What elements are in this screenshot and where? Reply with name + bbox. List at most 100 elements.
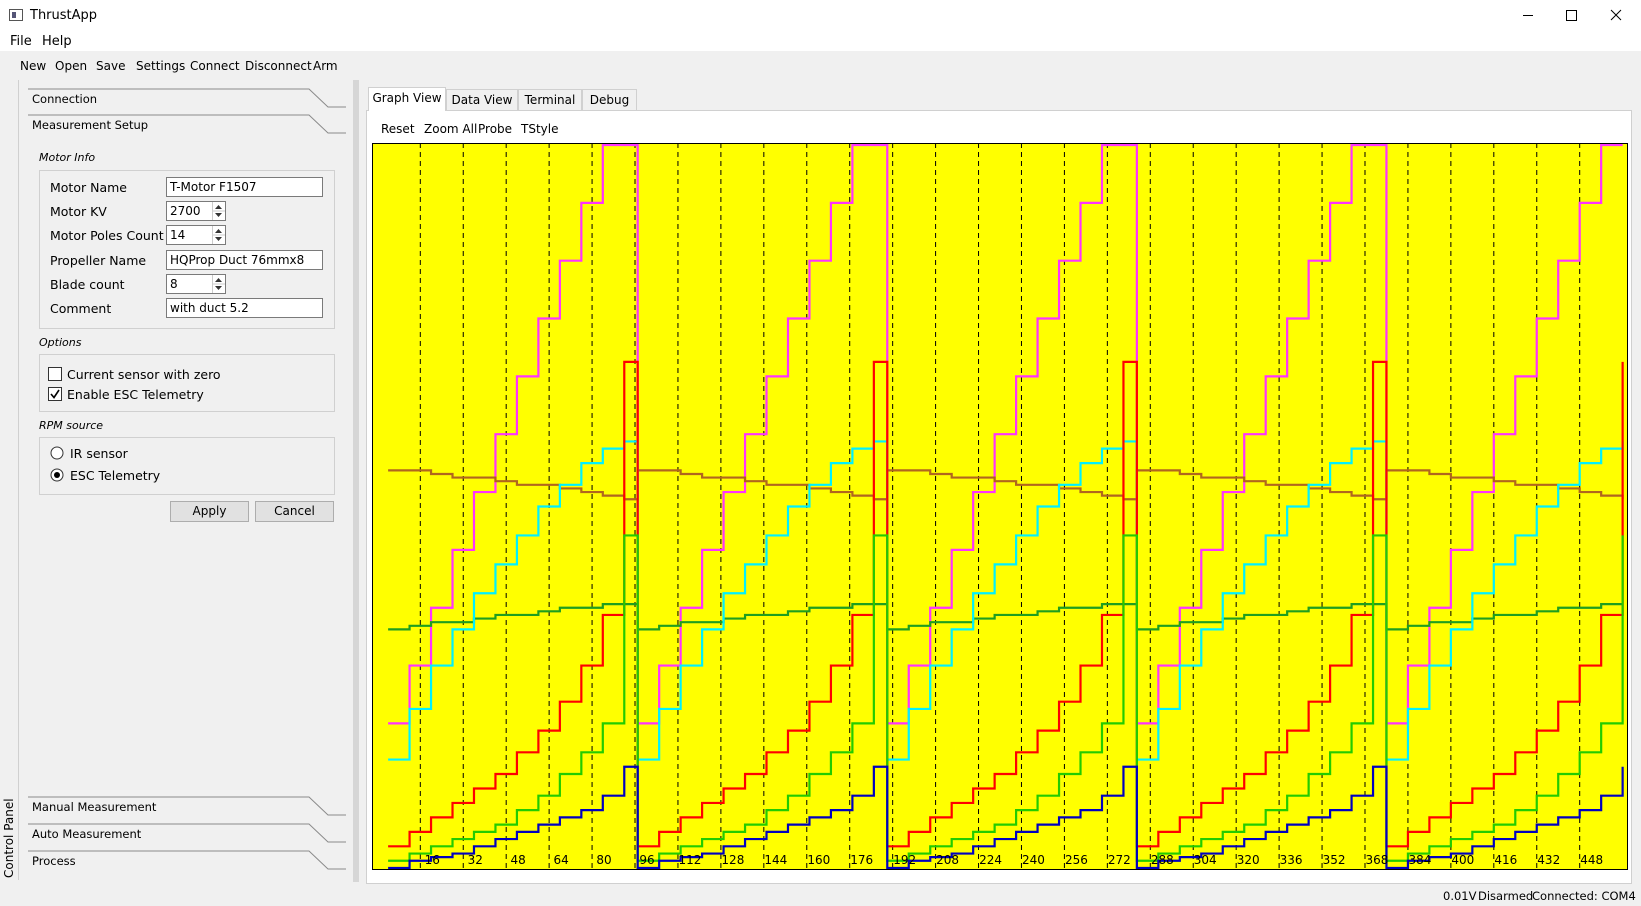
series-line bbox=[388, 534, 1624, 862]
x-tick-label: 256 bbox=[1065, 853, 1088, 867]
x-tick-label: 240 bbox=[1022, 853, 1045, 867]
plot-background bbox=[372, 143, 1628, 870]
menu-item[interactable]: Help bbox=[42, 34, 72, 49]
status-bar bbox=[0, 884, 1641, 906]
field-label: Comment bbox=[50, 301, 112, 316]
section-divider bbox=[28, 114, 346, 134]
checkbox bbox=[48, 387, 62, 401]
toolbar-button[interactable]: Save bbox=[96, 59, 126, 73]
checkbox-label[interactable]: Current sensor with zero bbox=[67, 367, 221, 382]
series-line bbox=[388, 360, 1624, 848]
field-label: Motor KV bbox=[50, 204, 107, 219]
window-controls bbox=[1523, 9, 1622, 21]
spin-box[interactable]: 2700 bbox=[166, 201, 226, 221]
x-tick-label: 432 bbox=[1537, 853, 1560, 867]
button[interactable]: Apply bbox=[170, 501, 249, 522]
x-tick-label: 16 bbox=[425, 853, 440, 867]
checkbox bbox=[48, 367, 62, 381]
group-box bbox=[39, 170, 335, 329]
toolbar-button[interactable]: Disconnect bbox=[245, 59, 312, 73]
x-tick-label: 336 bbox=[1280, 853, 1303, 867]
text-input[interactable]: with duct 5.2 bbox=[166, 298, 323, 318]
x-tick-label: 352 bbox=[1323, 853, 1346, 867]
button[interactable]: Cancel bbox=[255, 501, 334, 522]
close-button[interactable] bbox=[1610, 9, 1622, 21]
toolbar-button[interactable]: Open bbox=[55, 59, 88, 73]
section-header[interactable]: Manual Measurement bbox=[32, 800, 157, 814]
x-tick-label: 272 bbox=[1108, 853, 1131, 867]
title-bar bbox=[0, 0, 1641, 31]
status-text: 0.01V bbox=[1443, 889, 1477, 903]
text-input[interactable]: HQProp Duct 76mmx8 bbox=[166, 250, 323, 270]
series-line bbox=[388, 469, 1624, 501]
spin-arrows bbox=[212, 275, 225, 293]
x-tick-label: 224 bbox=[979, 853, 1002, 867]
graph: 16 32 48 64 80 96 112 128 144 160 176 192 208 224 240 2… bbox=[372, 143, 1628, 870]
maximize-button[interactable] bbox=[1566, 10, 1577, 21]
toolbar-button[interactable]: New bbox=[20, 59, 47, 73]
section-header[interactable]: Connection bbox=[32, 92, 98, 106]
status-text: Disarmed bbox=[1478, 889, 1534, 903]
toolbar-button[interactable]: Connect bbox=[190, 59, 240, 73]
section-header[interactable]: Process bbox=[32, 854, 76, 868]
x-tick-label: 112 bbox=[678, 853, 701, 867]
x-tick-label: 288 bbox=[1151, 853, 1174, 867]
checkbox-label[interactable]: Enable ESC Telemetry bbox=[67, 387, 204, 402]
group-box bbox=[39, 354, 335, 412]
toolbar-button[interactable]: Arm bbox=[313, 59, 338, 73]
menu-bar bbox=[0, 31, 1641, 51]
tab[interactable]: Graph View bbox=[368, 87, 446, 111]
field-label: Motor Name bbox=[50, 180, 127, 195]
x-tick-label: 48 bbox=[511, 853, 526, 867]
series-line bbox=[388, 440, 1624, 761]
x-tick-label: 64 bbox=[553, 853, 568, 867]
graph-toolbar-button[interactable]: Reset bbox=[381, 122, 415, 136]
splitter[interactable] bbox=[353, 80, 359, 882]
radio-label[interactable]: ESC Telemetry bbox=[70, 468, 161, 483]
toolbar-button[interactable]: Settings bbox=[136, 59, 186, 73]
x-tick-label: 208 bbox=[936, 853, 959, 867]
group-box bbox=[39, 437, 335, 495]
spin-box[interactable]: 8 bbox=[166, 274, 226, 294]
tab[interactable]: Terminal bbox=[518, 89, 582, 111]
spin-box[interactable]: 14 bbox=[166, 225, 226, 245]
series-line bbox=[388, 765, 1624, 870]
section-header[interactable]: Measurement Setup bbox=[32, 118, 149, 132]
graph-toolbar-button[interactable]: TStyle bbox=[521, 122, 559, 136]
x-tick-label: 144 bbox=[764, 853, 787, 867]
x-tick-label: 384 bbox=[1408, 853, 1431, 867]
app-icon bbox=[9, 9, 23, 21]
plot-border bbox=[372, 143, 1628, 870]
graph-toolbar-button[interactable]: Probe bbox=[478, 122, 513, 136]
radio-label[interactable]: IR sensor bbox=[70, 446, 128, 461]
x-tick-label: 416 bbox=[1494, 853, 1517, 867]
x-tick-label: 176 bbox=[850, 853, 873, 867]
group-title: Motor Info bbox=[39, 151, 96, 164]
window-title: ThrustApp bbox=[30, 8, 98, 23]
text-input[interactable]: T-Motor F1507 bbox=[166, 177, 323, 197]
section-divider bbox=[28, 88, 346, 108]
tab[interactable]: Data View bbox=[446, 89, 518, 111]
spin-arrows bbox=[212, 226, 225, 244]
series-line bbox=[388, 603, 1623, 631]
x-tick-label: 80 bbox=[596, 853, 611, 867]
x-tick-label: 128 bbox=[721, 853, 744, 867]
x-tick-label: 192 bbox=[893, 853, 916, 867]
menu-item[interactable]: File bbox=[10, 34, 32, 49]
status-text: Connected: COM4 bbox=[1532, 889, 1636, 903]
section-header[interactable]: Auto Measurement bbox=[32, 827, 142, 841]
field-label: Propeller Name bbox=[50, 253, 147, 268]
group-title: RPM source bbox=[39, 419, 104, 432]
spin-arrows bbox=[212, 202, 225, 220]
section-divider bbox=[28, 796, 346, 816]
graph-toolbar-button[interactable]: Zoom All bbox=[424, 122, 478, 136]
tab[interactable]: Debug bbox=[582, 89, 637, 111]
x-tick-label: 304 bbox=[1194, 853, 1217, 867]
radio-button bbox=[50, 468, 64, 482]
x-tick-label: 96 bbox=[639, 853, 654, 867]
section-divider bbox=[28, 850, 346, 870]
x-tick-label: 368 bbox=[1366, 853, 1389, 867]
side-tab[interactable]: Control Panel bbox=[2, 798, 16, 878]
x-tick-label: 448 bbox=[1580, 853, 1603, 867]
